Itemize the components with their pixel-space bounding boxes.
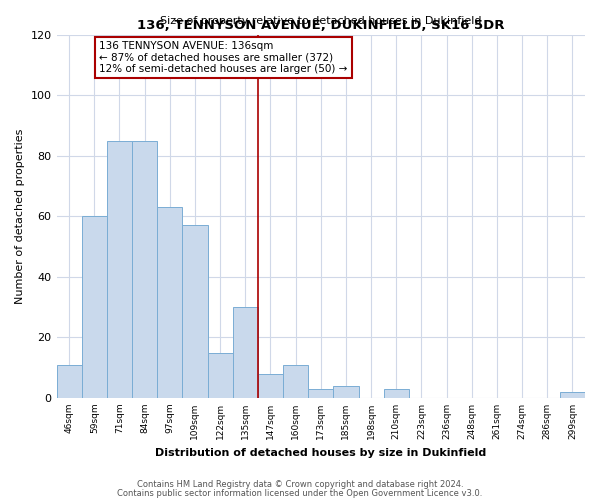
X-axis label: Distribution of detached houses by size in Dukinfield: Distribution of detached houses by size … — [155, 448, 487, 458]
Bar — [182, 226, 208, 398]
Bar — [56, 364, 82, 398]
Text: Contains HM Land Registry data © Crown copyright and database right 2024.: Contains HM Land Registry data © Crown c… — [137, 480, 463, 489]
Bar — [107, 140, 132, 398]
Text: Size of property relative to detached houses in Dukinfield: Size of property relative to detached ho… — [160, 16, 482, 26]
Bar — [560, 392, 585, 398]
Bar — [308, 389, 334, 398]
Bar — [132, 140, 157, 398]
Bar — [383, 389, 409, 398]
Text: 136 TENNYSON AVENUE: 136sqm
← 87% of detached houses are smaller (372)
12% of se: 136 TENNYSON AVENUE: 136sqm ← 87% of det… — [100, 40, 347, 74]
Bar — [157, 207, 182, 398]
Text: Contains public sector information licensed under the Open Government Licence v3: Contains public sector information licen… — [118, 488, 482, 498]
Bar — [208, 352, 233, 398]
Bar — [334, 386, 359, 398]
Bar — [283, 364, 308, 398]
Bar — [82, 216, 107, 398]
Y-axis label: Number of detached properties: Number of detached properties — [15, 128, 25, 304]
Bar — [233, 307, 258, 398]
Title: 136, TENNYSON AVENUE, DUKINFIELD, SK16 5DR: 136, TENNYSON AVENUE, DUKINFIELD, SK16 5… — [137, 19, 505, 32]
Bar — [258, 374, 283, 398]
